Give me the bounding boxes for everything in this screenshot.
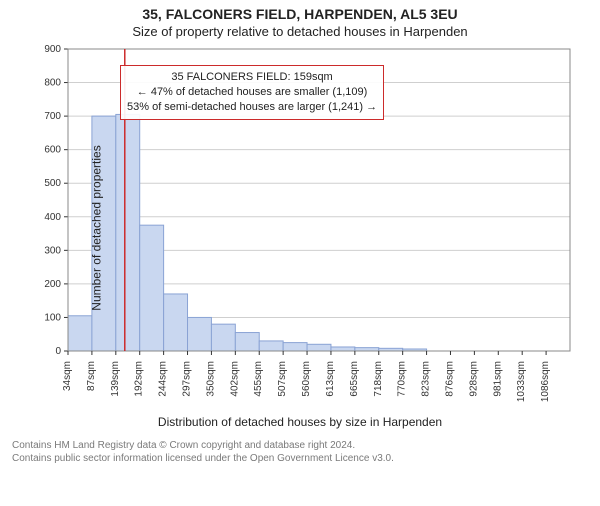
x-tick-label: 928sqm: [468, 361, 479, 397]
svg-text:500: 500: [44, 178, 61, 189]
x-tick-label: 770sqm: [397, 361, 408, 397]
x-axis-label: Distribution of detached houses by size …: [0, 415, 600, 429]
annotation-line-3: 53% of semi-detached houses are larger (…: [127, 100, 377, 115]
svg-text:700: 700: [44, 111, 61, 122]
svg-text:400: 400: [44, 212, 61, 223]
chart-subtitle: Size of property relative to detached ho…: [0, 24, 600, 39]
histogram-bar: [211, 324, 235, 351]
x-tick-label: 1033sqm: [516, 361, 527, 402]
svg-text:100: 100: [44, 312, 61, 323]
annotation-box: 35 FALCONERS FIELD: 159sqm ← 47% of deta…: [120, 65, 384, 120]
histogram-bar: [235, 333, 259, 351]
histogram-bar: [140, 225, 164, 351]
x-tick-label: 34sqm: [62, 361, 73, 391]
histogram-bar: [331, 347, 355, 351]
x-tick-label: 139sqm: [110, 361, 121, 397]
x-tick-label: 402sqm: [229, 361, 240, 397]
svg-text:300: 300: [44, 245, 61, 256]
histogram-bar: [283, 343, 307, 351]
x-tick-label: 1086sqm: [540, 361, 551, 402]
svg-text:0: 0: [55, 346, 61, 357]
histogram-bar: [68, 316, 92, 351]
x-tick-label: 613sqm: [325, 361, 336, 397]
histogram-bar: [307, 344, 331, 351]
x-tick-label: 718sqm: [373, 361, 384, 397]
svg-text:200: 200: [44, 279, 61, 290]
annotation-line-1: 35 FALCONERS FIELD: 159sqm: [127, 70, 377, 85]
svg-text:800: 800: [44, 78, 61, 89]
x-tick-label: 350sqm: [205, 361, 216, 397]
histogram-bar: [259, 341, 283, 351]
y-axis-label: Number of detached properties: [90, 145, 104, 310]
x-tick-label: 823sqm: [421, 361, 432, 397]
x-tick-label: 192sqm: [134, 361, 145, 397]
x-tick-label: 560sqm: [301, 361, 312, 397]
footer-line-1: Contains HM Land Registry data © Crown c…: [12, 439, 588, 452]
svg-text:600: 600: [44, 145, 61, 156]
svg-text:900: 900: [44, 44, 61, 55]
chart-title: 35, FALCONERS FIELD, HARPENDEN, AL5 3EU: [0, 6, 600, 22]
histogram-bar: [355, 348, 379, 351]
footer: Contains HM Land Registry data © Crown c…: [12, 439, 588, 465]
x-tick-label: 665sqm: [349, 361, 360, 397]
histogram-bar: [116, 114, 140, 351]
x-tick-label: 244sqm: [158, 361, 169, 397]
histogram-bar: [188, 317, 212, 351]
histogram-bar: [164, 294, 188, 351]
x-tick-label: 507sqm: [277, 361, 288, 397]
x-tick-label: 297sqm: [182, 361, 193, 397]
x-tick-label: 981sqm: [492, 361, 503, 397]
x-tick-label: 455sqm: [253, 361, 264, 397]
x-tick-label: 876sqm: [444, 361, 455, 397]
footer-line-2: Contains public sector information licen…: [12, 452, 588, 465]
chart-area: Number of detached properties 0 100 200 300…: [20, 43, 580, 413]
annotation-line-2: ← 47% of detached houses are smaller (1,…: [127, 85, 377, 100]
x-tick-label: 87sqm: [86, 361, 97, 391]
